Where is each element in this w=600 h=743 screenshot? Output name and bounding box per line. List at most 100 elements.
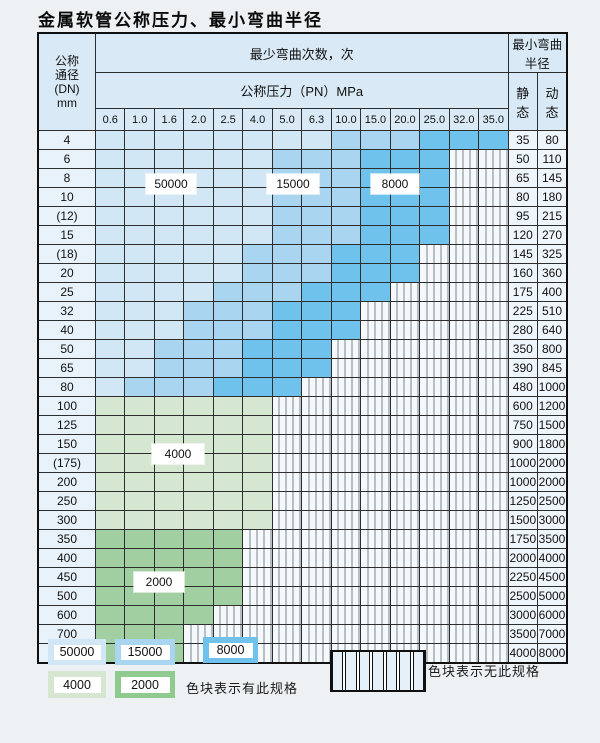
- legend-no-spec-text: 色块表示无此规格: [428, 664, 541, 679]
- static-radius-cell: 480: [507, 377, 539, 397]
- dynamic-radius-cell: 5000: [537, 586, 568, 606]
- table-row: 125 750 1500: [37, 415, 568, 435]
- spec-available-cell: [301, 301, 332, 321]
- spec-available-cell: [153, 282, 185, 302]
- spec-available-cell: [419, 225, 450, 245]
- spec-unavailable-cell: [478, 225, 509, 245]
- spec-unavailable-cell: [271, 586, 303, 606]
- spec-unavailable-cell: [478, 187, 509, 207]
- spec-available-cell: [212, 529, 244, 549]
- header-pressure-value: 1.0: [124, 108, 155, 131]
- spec-unavailable-cell: [389, 358, 421, 378]
- spec-table: 公称 通径 (DN) mm 最少弯曲次数，次 最小弯曲半径 公称压力（PN）MPa 静 态动 …: [37, 32, 568, 664]
- spec-available-cell: [183, 529, 214, 549]
- spec-available-cell: [212, 263, 244, 283]
- spec-unavailable-cell: [478, 453, 509, 473]
- spec-unavailable-cell: [330, 510, 362, 530]
- spec-unavailable-cell: [330, 548, 362, 568]
- spec-available-cell: [94, 339, 126, 359]
- spec-available-cell: [94, 529, 126, 549]
- spec-unavailable-cell: [478, 491, 509, 511]
- static-radius-cell: 65: [507, 168, 539, 188]
- spec-unavailable-cell: [478, 320, 509, 340]
- spec-unavailable-cell: [448, 453, 480, 473]
- spec-available-cell: [153, 491, 185, 511]
- hatch-legend-cell: [399, 652, 411, 690]
- static-radius-cell: 2250: [507, 567, 539, 587]
- spec-available-cell: [212, 434, 244, 454]
- spec-available-cell: [389, 263, 421, 283]
- spec-unavailable-cell: [389, 491, 421, 511]
- spec-available-cell: [360, 244, 391, 264]
- dn-cell: 200: [37, 472, 96, 492]
- spec-unavailable-cell: [478, 472, 509, 492]
- spec-unavailable-cell: [478, 339, 509, 359]
- spec-unavailable-cell: [389, 567, 421, 587]
- table-row: 150 900 1800: [37, 434, 568, 454]
- spec-available-cell: [153, 263, 185, 283]
- spec-available-cell: [389, 130, 421, 150]
- spec-unavailable-cell: [389, 529, 421, 549]
- dynamic-radius-cell: 2000: [537, 453, 568, 473]
- dn-cell: 25: [37, 282, 96, 302]
- spec-unavailable-cell: [478, 624, 509, 644]
- spec-available-cell: [330, 320, 362, 340]
- spec-available-cell: [242, 282, 273, 302]
- spec-unavailable-cell: [271, 605, 303, 625]
- spec-available-cell: [360, 206, 391, 226]
- dynamic-radius-cell: 3500: [537, 529, 568, 549]
- static-radius-cell: 1250: [507, 491, 539, 511]
- spec-unavailable-cell: [419, 510, 450, 530]
- static-radius-cell: 4000: [507, 643, 539, 664]
- spec-available-cell: [212, 586, 244, 606]
- dynamic-radius-cell: 1800: [537, 434, 568, 454]
- legend-swatch-4000: 4000: [48, 671, 106, 698]
- spec-available-cell: [94, 396, 126, 416]
- spec-unavailable-cell: [448, 491, 480, 511]
- spec-unavailable-cell: [301, 605, 332, 625]
- dynamic-radius-cell: 6000: [537, 605, 568, 625]
- spec-available-cell: [389, 244, 421, 264]
- spec-available-cell: [124, 434, 155, 454]
- header-dn-line: 通径: [54, 68, 79, 82]
- spec-available-cell: [94, 358, 126, 378]
- spec-available-cell: [183, 130, 214, 150]
- dn-cell: 125: [37, 415, 96, 435]
- table-row: (175) 1000 2000: [37, 453, 568, 473]
- spec-unavailable-cell: [419, 605, 450, 625]
- spec-available-cell: [389, 206, 421, 226]
- spec-available-cell: [242, 263, 273, 283]
- spec-unavailable-cell: [360, 624, 391, 644]
- table-row: 40 280 640: [37, 320, 568, 340]
- spec-unavailable-cell: [478, 206, 509, 226]
- spec-available-cell: [153, 149, 185, 169]
- spec-available-cell: [330, 282, 362, 302]
- spec-available-cell: [124, 282, 155, 302]
- region-label-4000: 4000: [152, 444, 204, 464]
- spec-available-cell: [212, 472, 244, 492]
- static-radius-cell: 3000: [507, 605, 539, 625]
- dn-cell: 65: [37, 358, 96, 378]
- spec-unavailable-cell: [330, 358, 362, 378]
- spec-available-cell: [183, 472, 214, 492]
- static-radius-cell: 175: [507, 282, 539, 302]
- spec-available-cell: [242, 130, 273, 150]
- spec-available-cell: [212, 491, 244, 511]
- header-pressure-value: 10.0: [330, 108, 362, 131]
- spec-available-cell: [153, 320, 185, 340]
- spec-unavailable-cell: [301, 453, 332, 473]
- dn-cell: 150: [37, 434, 96, 454]
- header-static: 静 态: [507, 72, 539, 131]
- spec-unavailable-cell: [448, 529, 480, 549]
- spec-unavailable-cell: [271, 624, 303, 644]
- spec-available-cell: [124, 130, 155, 150]
- spec-available-cell: [94, 453, 126, 473]
- spec-unavailable-cell: [330, 453, 362, 473]
- spec-available-cell: [389, 149, 421, 169]
- spec-available-cell: [212, 453, 244, 473]
- static-radius-cell: 1000: [507, 453, 539, 473]
- static-radius-cell: 2500: [507, 586, 539, 606]
- spec-unavailable-cell: [360, 320, 391, 340]
- header-pressure-value: 6.3: [301, 108, 332, 131]
